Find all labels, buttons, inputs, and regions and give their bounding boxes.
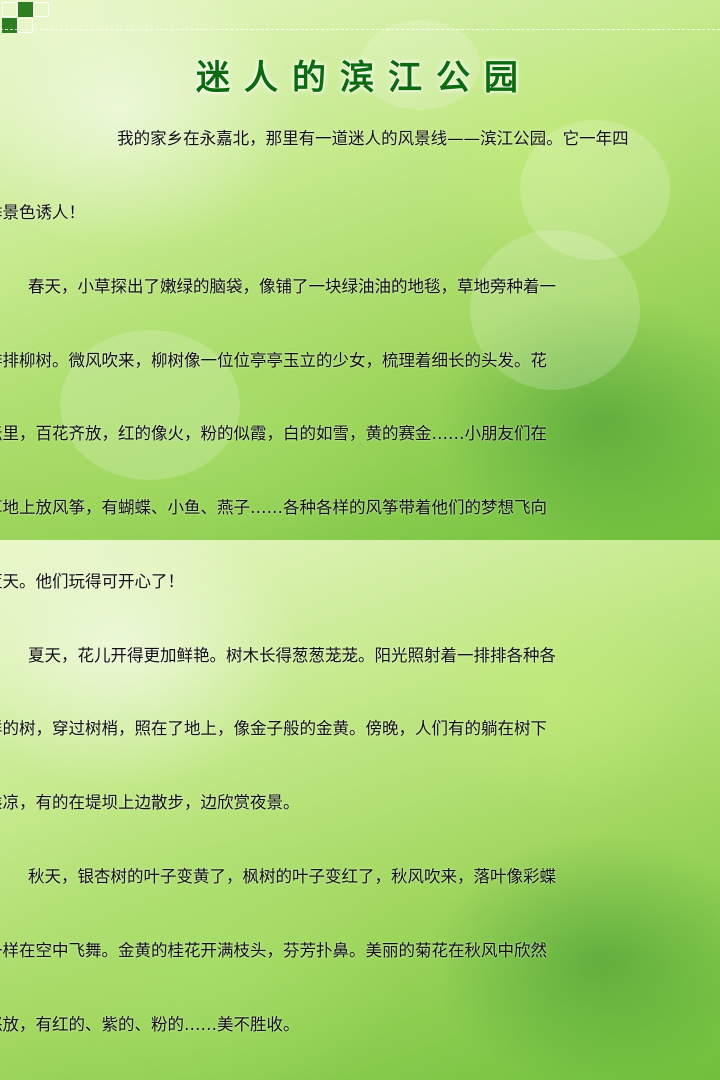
text-line: 蓝天。他们玩得可开心了！ — [0, 571, 184, 591]
text-line: 夏天，花儿开得更加鲜艳。树木长得葱葱茏茏。阳光照射着一排排各种各 — [0, 645, 556, 665]
text-line: 季景色诱人！ — [0, 202, 85, 222]
text-line: 样的树，穿过树梢，照在了地上，像金子般的金黄。傍晚，人们有的躺在树下 — [0, 719, 547, 739]
essay-body: 我的家乡在永嘉北，那里有一道迷人的风景线——滨江公园。它一年四 季景色诱人！ 春… — [0, 78, 720, 1080]
text-line: 草地上放风筝，有蝴蝶、小鱼、燕子……各种各样的风筝带着他们的梦想飞向 — [0, 498, 547, 518]
text-line: 我的家乡在永嘉北，那里有一道迷人的风景线——滨江公园。它一年四 — [0, 129, 629, 149]
text-line: 坛里，百花齐放，红的像火，粉的似霞，白的如雪，黄的赛金……小朋友们在 — [0, 424, 547, 444]
page-title: 迷人的滨江公园 — [196, 58, 532, 98]
text-line: 排排柳树。微风吹来，柳树像一位位亭亭玉立的少女，梳理着细长的头发。花 — [0, 350, 547, 370]
text-line: 一样在空中飞舞。金黄的桂花开满枝头，芬芳扑鼻。美丽的菊花在秋风中欣然 — [0, 940, 547, 960]
text-line: 春天，小草探出了嫩绿的脑袋，像铺了一块绿油油的地毯，草地旁种着一 — [0, 276, 556, 296]
text-line: 怒放，有红的、紫的、粉的……美不胜收。 — [0, 1014, 300, 1034]
text-line: 秋天，银杏树的叶子变黄了，枫树的叶子变红了，秋风吹来，落叶像彩蝶 — [0, 867, 556, 886]
text-line: 乘凉，有的在堤坝上边散步，边欣赏夜景。 — [0, 793, 300, 813]
